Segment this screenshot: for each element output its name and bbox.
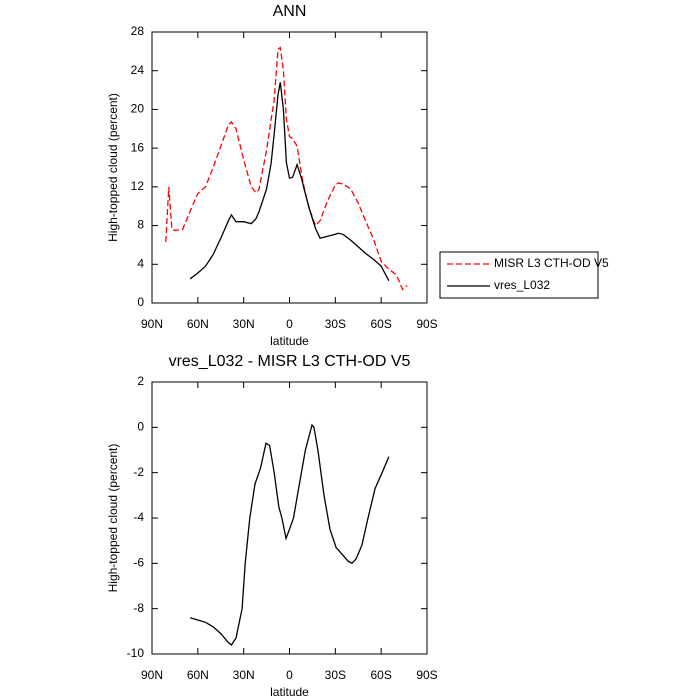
x-tick-label: 0 — [286, 668, 293, 682]
x-tick-label: 60S — [370, 668, 391, 682]
y-tick-label: -8 — [133, 601, 144, 615]
x-axis-label: latitude — [270, 685, 309, 699]
legend-label: MISR L3 CTH-OD V5 — [494, 256, 609, 270]
x-tick-label: 0 — [286, 317, 293, 331]
y-tick-label: -4 — [133, 510, 144, 524]
x-tick-label: 30N — [233, 668, 255, 682]
x-tick-label: 60N — [187, 668, 209, 682]
y-tick-label: 16 — [131, 140, 145, 154]
y-tick-label: -2 — [133, 465, 144, 479]
data-line — [190, 423, 390, 646]
plot-frame — [151, 381, 428, 655]
x-tick-label: 60S — [370, 317, 391, 331]
y-tick-label: -6 — [133, 556, 144, 570]
x-tick-label: 90N — [141, 668, 163, 682]
y-tick-label: 20 — [131, 102, 145, 116]
y-tick-label: 0 — [137, 420, 144, 434]
y-tick-label: 4 — [137, 256, 144, 270]
legend-box — [439, 251, 599, 299]
x-axis-label: latitude — [270, 334, 309, 348]
chart-title: ANN — [273, 3, 307, 20]
x-tick-label: 90S — [416, 668, 437, 682]
legend-label: vres_L032 — [494, 278, 550, 292]
y-tick-label: 8 — [137, 218, 144, 232]
x-tick-label: 60N — [187, 317, 209, 331]
x-tick-label: 30N — [233, 317, 255, 331]
x-tick-label: 90N — [141, 317, 163, 331]
y-tick-label: 0 — [137, 295, 144, 309]
y-axis-label: High-topped cloud (percent) — [106, 444, 120, 593]
y-tick-label: 28 — [131, 24, 145, 38]
y-tick-label: 12 — [131, 179, 145, 193]
data-line — [165, 46, 408, 291]
y-tick-label: 24 — [131, 63, 145, 77]
x-tick-label: 90S — [416, 317, 437, 331]
chart-title: vres_L032 - MISR L3 CTH-OD V5 — [169, 353, 411, 370]
y-tick-label: -10 — [127, 646, 145, 660]
x-tick-label: 30S — [325, 317, 346, 331]
plot-frame — [151, 31, 428, 304]
y-axis-label: High-topped cloud (percent) — [106, 93, 120, 242]
y-tick-label: 2 — [137, 374, 144, 388]
x-tick-label: 30S — [325, 668, 346, 682]
data-line — [189, 82, 390, 282]
